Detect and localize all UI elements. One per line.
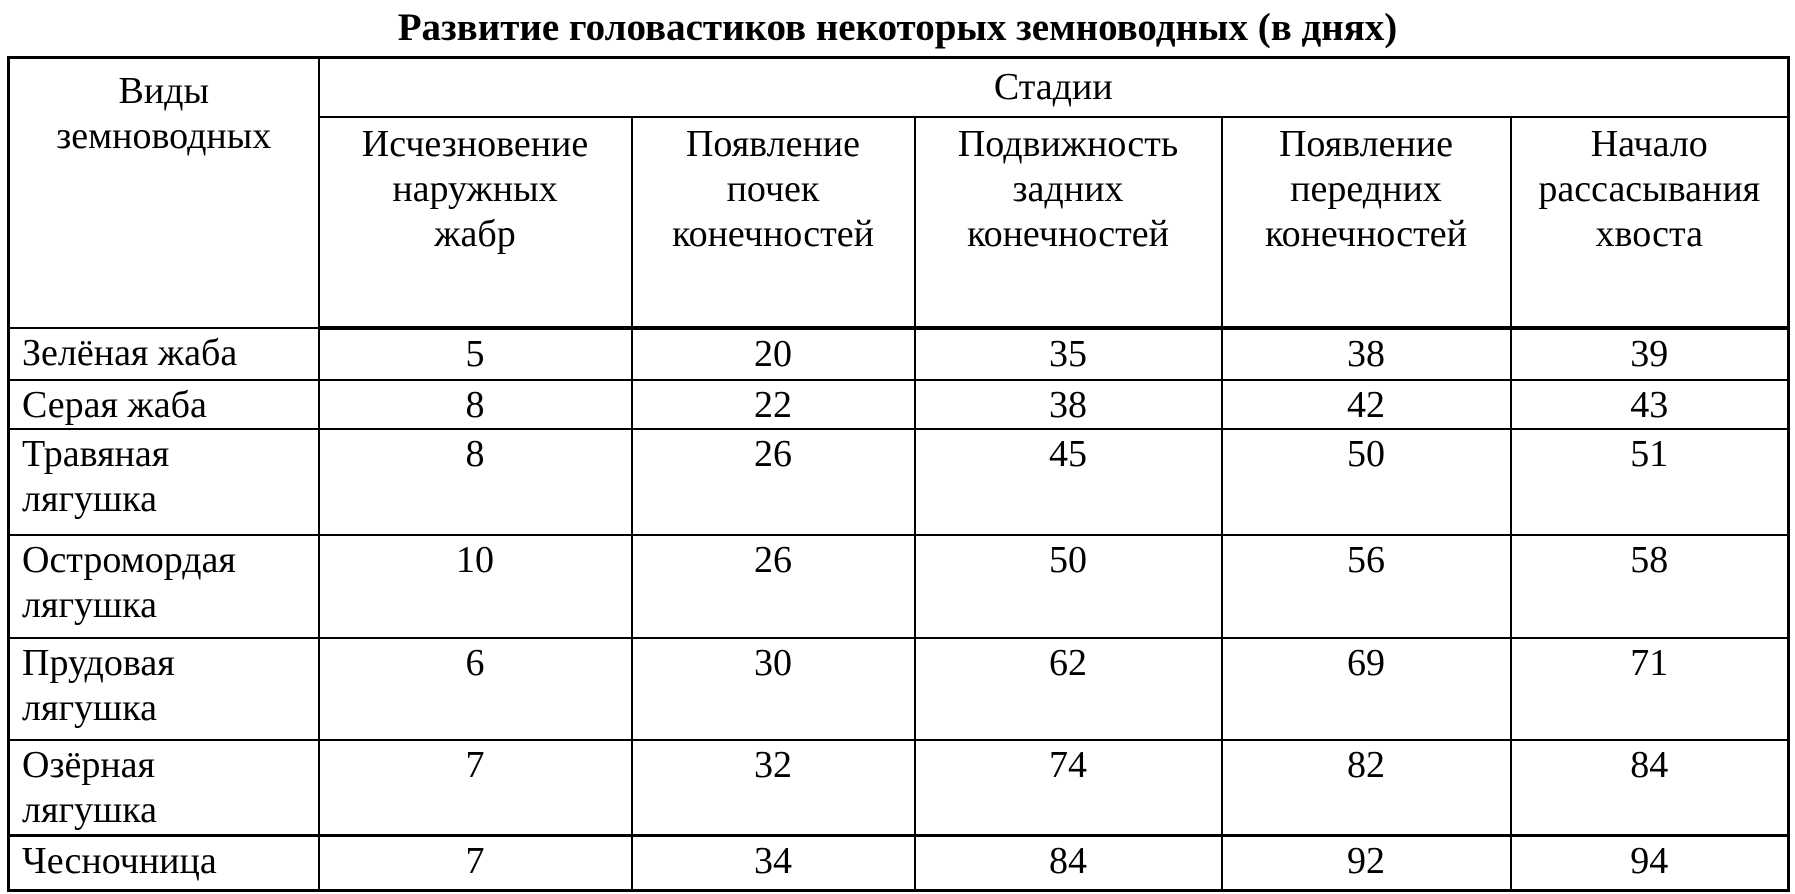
value-cell: 51 xyxy=(1509,427,1790,536)
table-row: Зелёная жаба 5 20 35 38 39 xyxy=(7,326,1790,381)
species-cell: Прудовая лягушка xyxy=(7,636,320,741)
table-row: Чесночница 7 34 84 92 94 xyxy=(7,834,1790,892)
value-cell: 38 xyxy=(1220,326,1512,381)
value-cell: 58 xyxy=(1509,533,1790,639)
value-cell: 84 xyxy=(913,834,1223,892)
value-cell: 8 xyxy=(317,378,633,430)
value-cell: 39 xyxy=(1509,326,1790,381)
value-cell: 26 xyxy=(630,533,916,639)
value-cell: 50 xyxy=(913,533,1223,639)
value-cell: 62 xyxy=(913,636,1223,741)
value-cell: 34 xyxy=(630,834,916,892)
value-cell: 38 xyxy=(913,378,1223,430)
value-cell: 26 xyxy=(630,427,916,536)
value-cell: 5 xyxy=(317,326,633,381)
value-cell: 50 xyxy=(1220,427,1512,536)
value-cell: 92 xyxy=(1220,834,1512,892)
species-cell: Серая жаба xyxy=(7,378,320,430)
value-cell: 22 xyxy=(630,378,916,430)
species-cell: Озёрная лягушка xyxy=(7,738,320,837)
table-row: Серая жаба 8 22 38 42 43 xyxy=(7,378,1790,430)
value-cell: 56 xyxy=(1220,533,1512,639)
amphibian-development-table: Виды земноводных Стадии Исчезновение нар… xyxy=(7,56,1791,892)
stages-group-header: Стадии xyxy=(317,56,1790,118)
column-header-forelimbs-appearance: Появление передних конечностей xyxy=(1220,115,1512,330)
table-row: Прудовая лягушка 6 30 62 69 71 xyxy=(7,636,1790,741)
value-cell: 7 xyxy=(317,738,633,837)
value-cell: 84 xyxy=(1509,738,1790,837)
column-header-limb-buds: Появление почек конечностей xyxy=(630,115,916,330)
species-column-header: Виды земноводных xyxy=(7,56,320,329)
value-cell: 71 xyxy=(1509,636,1790,741)
value-cell: 74 xyxy=(913,738,1223,837)
species-cell: Чесночница xyxy=(7,834,320,892)
value-cell: 6 xyxy=(317,636,633,741)
value-cell: 32 xyxy=(630,738,916,837)
table-row: Озёрная лягушка 7 32 74 82 84 xyxy=(7,738,1790,837)
table-row: Остромордая лягушка 10 26 50 56 58 xyxy=(7,533,1790,639)
table-title: Развитие головастиков некоторых земновод… xyxy=(397,6,1398,49)
column-header-hind-limb-mobility: Подвижность задних конечностей xyxy=(913,115,1223,330)
header-row-substages: Исчезновение наружных жабр Появление поч… xyxy=(9,115,1790,330)
value-cell: 42 xyxy=(1220,378,1512,430)
value-cell: 10 xyxy=(317,533,633,639)
species-cell: Травяная лягушка xyxy=(7,427,320,536)
value-cell: 35 xyxy=(913,326,1223,381)
column-header-tail-resorption: Начало рассасывания хвоста xyxy=(1509,115,1790,330)
species-cell: Остромордая лягушка xyxy=(7,533,320,639)
value-cell: 45 xyxy=(913,427,1223,536)
header-row-stages: Виды земноводных Стадии xyxy=(7,56,1790,329)
column-header-gills-disappearance: Исчезновение наружных жабр xyxy=(317,115,633,330)
species-cell: Зелёная жаба xyxy=(7,326,320,381)
value-cell: 20 xyxy=(630,326,916,381)
value-cell: 94 xyxy=(1509,834,1790,892)
value-cell: 82 xyxy=(1220,738,1512,837)
value-cell: 8 xyxy=(317,427,633,536)
value-cell: 30 xyxy=(630,636,916,741)
value-cell: 43 xyxy=(1509,378,1790,430)
table-row: Травяная лягушка 8 26 45 50 51 xyxy=(7,427,1790,536)
value-cell: 69 xyxy=(1220,636,1512,741)
value-cell: 7 xyxy=(317,834,633,892)
